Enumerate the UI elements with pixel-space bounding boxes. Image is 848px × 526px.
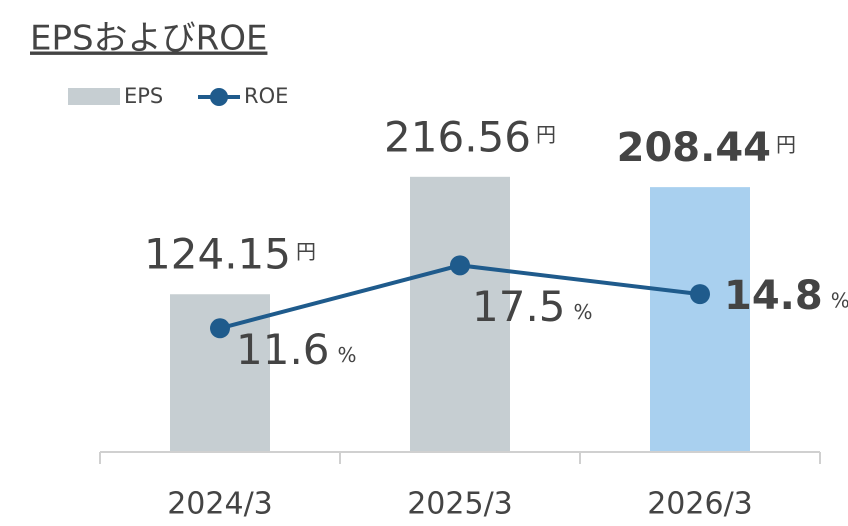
data-label: 124.15 [144, 230, 291, 279]
x-tick-label: 2025/3 [407, 487, 513, 522]
data-label: 14.8 [724, 273, 823, 319]
data-label-unit: % [338, 343, 357, 367]
marker [690, 284, 710, 305]
data-label: 216.56 [384, 112, 531, 161]
marker [210, 318, 230, 339]
data-label-unit: 円 [776, 133, 796, 157]
chart-title: EPSおよびROE [30, 19, 267, 59]
data-label-unit: % [831, 289, 848, 313]
bar [410, 176, 510, 452]
data-label: 11.6 [236, 325, 330, 374]
data-label: 208.44 [617, 125, 771, 171]
legend-label: EPS [124, 84, 163, 108]
data-label-unit: 円 [536, 122, 556, 146]
data-label-unit: 円 [296, 240, 316, 264]
bar [650, 187, 750, 453]
marker [450, 255, 470, 276]
x-tick-label: 2026/3 [647, 487, 753, 522]
data-label-unit: % [574, 300, 593, 324]
data-label: 17.5 [472, 282, 566, 331]
x-tick-label: 2024/3 [167, 487, 273, 522]
legend-label: ROE [244, 84, 288, 108]
legend-swatch [68, 88, 120, 105]
legend-marker [210, 88, 228, 106]
